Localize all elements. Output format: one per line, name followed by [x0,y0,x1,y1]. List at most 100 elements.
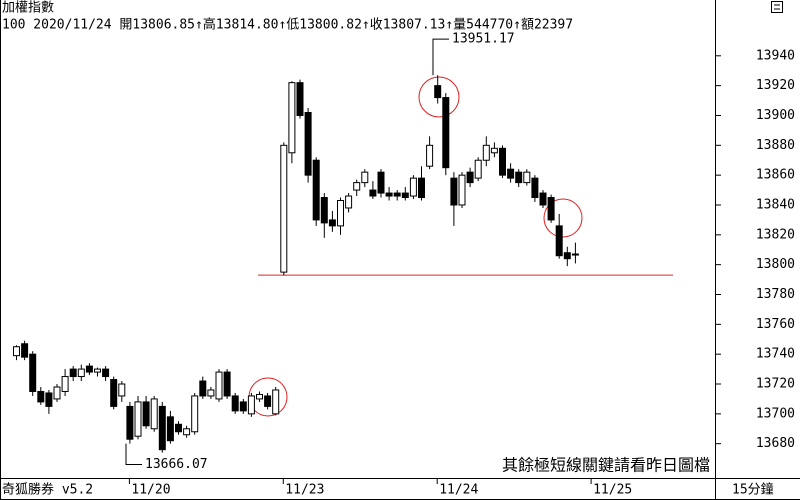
candle-body [175,423,182,433]
candle-body [77,368,85,378]
candle-body [85,365,93,373]
candle-body [515,171,523,184]
candle-body [442,97,450,169]
candle-body [272,389,280,415]
y-tick-label: 13820 [756,227,795,242]
annotation-label: 13951.17 [452,32,515,47]
candle-body [523,171,531,184]
candle-body [499,147,506,176]
candle-body [183,428,191,436]
candle-body [21,343,29,358]
candle-body [215,371,223,400]
candle-body [288,82,296,154]
candle-body [539,192,547,206]
y-tick-label: 13700 [756,406,795,421]
candle-body [150,398,158,430]
candle-body [555,225,563,257]
candle-body [69,368,77,378]
annotation-leader [125,443,142,465]
candle-body [482,144,490,161]
candle-body [29,353,37,392]
candle-body [94,368,101,373]
x-tick-label: 11/25 [593,483,632,498]
y-tick-label: 13880 [756,138,795,153]
candle-body [158,405,166,451]
candle-body [110,379,118,407]
candle-body [166,416,174,442]
footer-interval: 15分鐘 [732,482,774,498]
candle-body [418,177,425,199]
candle-body [377,171,385,194]
candle-body [53,386,61,400]
annotation-leader [432,38,449,76]
candle-body [304,111,312,176]
candle-body [345,195,353,209]
candle-body [13,346,20,357]
candle-body [490,147,498,154]
candle-body [102,368,110,378]
candle-body [474,159,482,179]
highlight-circle [543,198,583,238]
candle-body [142,401,150,427]
candle-body [571,253,579,256]
y-tick-label: 13720 [756,377,795,392]
candle-body [320,197,328,224]
candle-body [296,82,304,116]
candle-body [385,192,393,197]
y-tick-label: 13860 [756,168,795,183]
candle-body [361,171,369,184]
candle-body [247,395,255,415]
y-tick-label: 13920 [756,78,795,93]
candle-body [134,401,142,437]
window-icon[interactable] [771,1,783,13]
candle-body [369,189,377,197]
candle-body [401,192,409,199]
candle-body [37,390,45,403]
candle-body [426,144,434,167]
candle-body [547,197,555,221]
candle-body [393,192,401,197]
highlight-circle [418,76,460,118]
candle-body [223,371,231,397]
annotation-label: 13666.07 [145,457,208,472]
x-tick-label: 11/23 [285,483,324,498]
candle-body [45,392,53,407]
candle-body [231,395,239,412]
candle-body [61,376,69,392]
candle-body [191,395,199,433]
y-tick-label: 13840 [756,197,795,212]
y-tick-label: 13760 [756,317,795,332]
candle-body [507,168,515,179]
candle-body [207,389,215,397]
y-tick-label: 13680 [756,436,795,451]
candle-body [126,405,134,440]
y-tick-label: 13900 [756,108,795,123]
candle-body [458,174,466,206]
candle-body [264,395,272,407]
candle-body [118,383,126,397]
candle-body [256,393,263,400]
x-tick-label: 11/20 [131,483,170,498]
note: 其餘極短線關鍵請看昨日圖檔 [502,456,710,475]
candle-body [280,144,288,273]
candle-body [199,380,207,397]
candle-body [563,252,571,260]
candle-body [337,200,344,227]
quote-info: 100 2020/11/24 開13806.85↑高13814.80↑低1380… [2,17,573,33]
candle-body [312,159,320,221]
candle-body [239,401,247,412]
candle-body [531,177,539,199]
y-tick-label: 13800 [756,257,795,272]
x-tick-label: 11/24 [439,483,478,498]
candle-body [409,177,417,197]
y-tick-label: 13740 [756,347,795,362]
candle-body [450,177,458,206]
candle-body [353,182,361,191]
y-tick-label: 13780 [756,287,795,302]
chart-title: 加權指數 [2,1,54,16]
candle-body [434,85,442,99]
footer-brand: 奇狐勝券 v5.2 [2,482,93,498]
candle-body [328,219,336,227]
